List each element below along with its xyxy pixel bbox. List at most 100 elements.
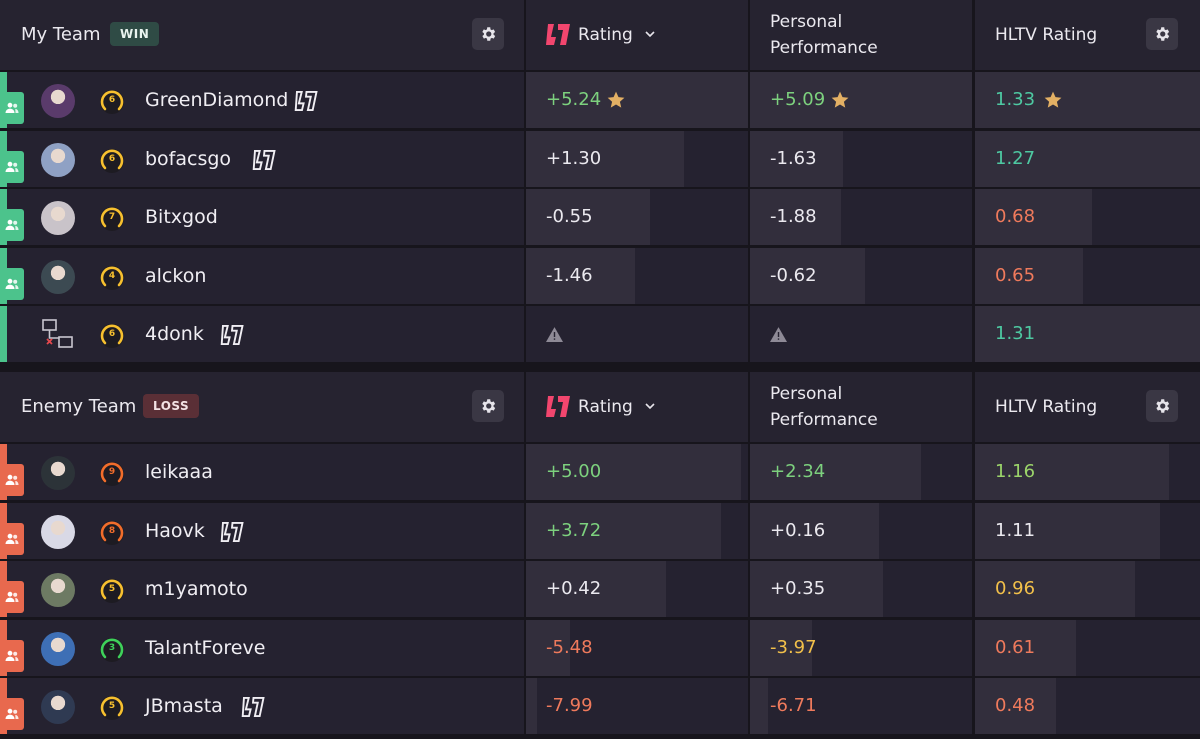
party-tab (0, 698, 24, 731)
perf-value: -1.63 (770, 147, 817, 169)
hltv-settings-button[interactable] (1146, 18, 1178, 50)
enemy-team-title: Enemy Team (21, 396, 137, 417)
player-name[interactable]: bofacsgo (145, 147, 232, 170)
value-bar (750, 189, 842, 246)
rating-value: +1.30 (546, 147, 602, 169)
player-name-cell: 4 alckon (0, 247, 524, 304)
player-name[interactable]: GreenDiamond (145, 89, 289, 111)
personal-performance-cell (750, 306, 972, 363)
rating-header-label: Rating (578, 25, 633, 45)
value-bar (975, 444, 1169, 500)
personal-performance-cell: -1.63 (750, 130, 972, 187)
leetify-user-badge (218, 325, 246, 349)
value-bar (750, 502, 879, 559)
player-name[interactable]: Bitxgod (145, 206, 218, 229)
enemy-team-settings-button[interactable] (472, 390, 504, 422)
rating-cell: +3.72 (526, 502, 748, 559)
party-indicator (0, 72, 24, 128)
player-row[interactable]: 5 m1yamoto +0.42 +0.35 0.96 (0, 561, 1200, 618)
value-bar (750, 678, 768, 735)
avatar[interactable] (41, 259, 75, 294)
value-bar (975, 247, 1083, 304)
avatar[interactable] (41, 573, 75, 608)
skill-level-badge: 8 (99, 520, 125, 550)
skill-level-number: 5 (108, 701, 116, 712)
avatar[interactable] (41, 201, 75, 236)
player-row[interactable]: 7 Bitxgod -0.55 -1.88 0.68 (0, 189, 1200, 246)
rating-column-header[interactable]: Rating (526, 0, 748, 70)
party-icon (5, 161, 19, 172)
party-icon (5, 709, 19, 720)
hltv-rating-column-header: HLTV Rating (975, 372, 1200, 442)
hltv-value: 0.48 (995, 695, 1036, 717)
skill-level-badge: 3 (99, 637, 125, 667)
loss-badge: LOSS (143, 394, 200, 418)
my-team-settings-button[interactable] (472, 18, 504, 50)
personal-performance-header-label: Personal Performance (770, 9, 960, 61)
enemy-team-panel: Enemy Team LOSS Rating Personal Performa… (0, 372, 1200, 739)
player-row[interactable]: 6 bofacsgo +1.30 -1.63 1.27 (0, 130, 1200, 187)
star-icon (607, 91, 625, 108)
player-name-cell: 7 Bitxgod (0, 189, 524, 246)
party-icon (5, 533, 19, 544)
offline-status (41, 318, 75, 352)
avatar[interactable] (41, 690, 75, 725)
rating-header-label: Rating (578, 397, 633, 417)
player-row[interactable]: 9 leikaaa +5.00 +2.34 1.16 (0, 444, 1200, 500)
party-tab (0, 209, 24, 242)
hltv-rating-cell: 1.11 (975, 502, 1200, 559)
player-row[interactable]: 5 JBmasta -7.99 -6.71 0.48 (0, 678, 1200, 735)
avatar[interactable] (41, 514, 75, 549)
player-row[interactable]: 6 GreenDiamond +5.24 +5.09 1.33 (0, 72, 1200, 128)
skill-level-badge: 6 (99, 323, 125, 353)
personal-header-line1: Personal (770, 12, 843, 32)
personal-performance-column-header: Personal Performance (750, 0, 972, 70)
player-row[interactable]: 3 TalantForeve -5.48 -3.97 0.61 (0, 619, 1200, 676)
avatar[interactable] (41, 631, 75, 666)
player-name[interactable]: m1yamoto (145, 578, 248, 601)
skill-level-badge: 4 (99, 265, 125, 295)
personal-performance-cell: -6.71 (750, 678, 972, 735)
hltv-value: 1.16 (995, 461, 1036, 482)
player-name-cell: 3 TalantForeve (0, 619, 524, 676)
value-bar (975, 306, 1200, 363)
value-bar (975, 619, 1077, 676)
skill-level-number: 6 (108, 153, 116, 164)
avatar[interactable] (41, 142, 75, 177)
hltv-settings-button[interactable] (1146, 390, 1178, 422)
player-name[interactable]: TalantForeve (145, 636, 266, 659)
rating-value: +5.00 (546, 461, 602, 482)
leetify-logo-icon (294, 91, 318, 111)
leetify-user-badge (218, 521, 246, 546)
player-name[interactable]: JBmasta (145, 695, 223, 718)
rating-value: -1.46 (546, 264, 593, 286)
player-row[interactable]: 4 alckon -1.46 -0.62 0.65 (0, 247, 1200, 304)
hltv-rating-column-header: HLTV Rating (975, 0, 1200, 70)
personal-performance-cell: -3.97 (750, 619, 972, 676)
hltv-rating-cell: 1.16 (975, 444, 1200, 500)
rating-cell: -7.99 (526, 678, 748, 735)
player-name-cell: 5 m1yamoto (0, 561, 524, 618)
player-name-cell: 8 Haovk (0, 502, 524, 559)
avatar[interactable] (41, 84, 75, 118)
player-name[interactable]: leikaaa (145, 461, 213, 483)
skill-level-badge: 7 (99, 206, 125, 236)
hltv-value: 1.31 (995, 323, 1036, 345)
enemy-team-title-cell: Enemy Team LOSS (0, 372, 524, 442)
player-name[interactable]: alckon (145, 264, 207, 287)
rating-cell: -1.46 (526, 247, 748, 304)
player-row[interactable]: 6 4donk 1.31 (0, 306, 1200, 363)
party-icon (5, 650, 19, 661)
player-name-cell: 5 JBmasta (0, 678, 524, 735)
player-name[interactable]: 4donk (145, 323, 204, 346)
value-bar (526, 72, 748, 128)
perf-value: -1.88 (770, 206, 817, 228)
player-row[interactable]: 8 Haovk +3.72 +0.16 1.11 (0, 502, 1200, 559)
avatar[interactable] (41, 456, 75, 490)
value-bar (526, 619, 571, 676)
hltv-rating-cell: 1.27 (975, 130, 1200, 187)
player-name[interactable]: Haovk (145, 519, 205, 542)
rating-column-header[interactable]: Rating (526, 372, 748, 442)
skill-level-badge: 6 (99, 89, 125, 119)
value-bar (975, 189, 1092, 246)
